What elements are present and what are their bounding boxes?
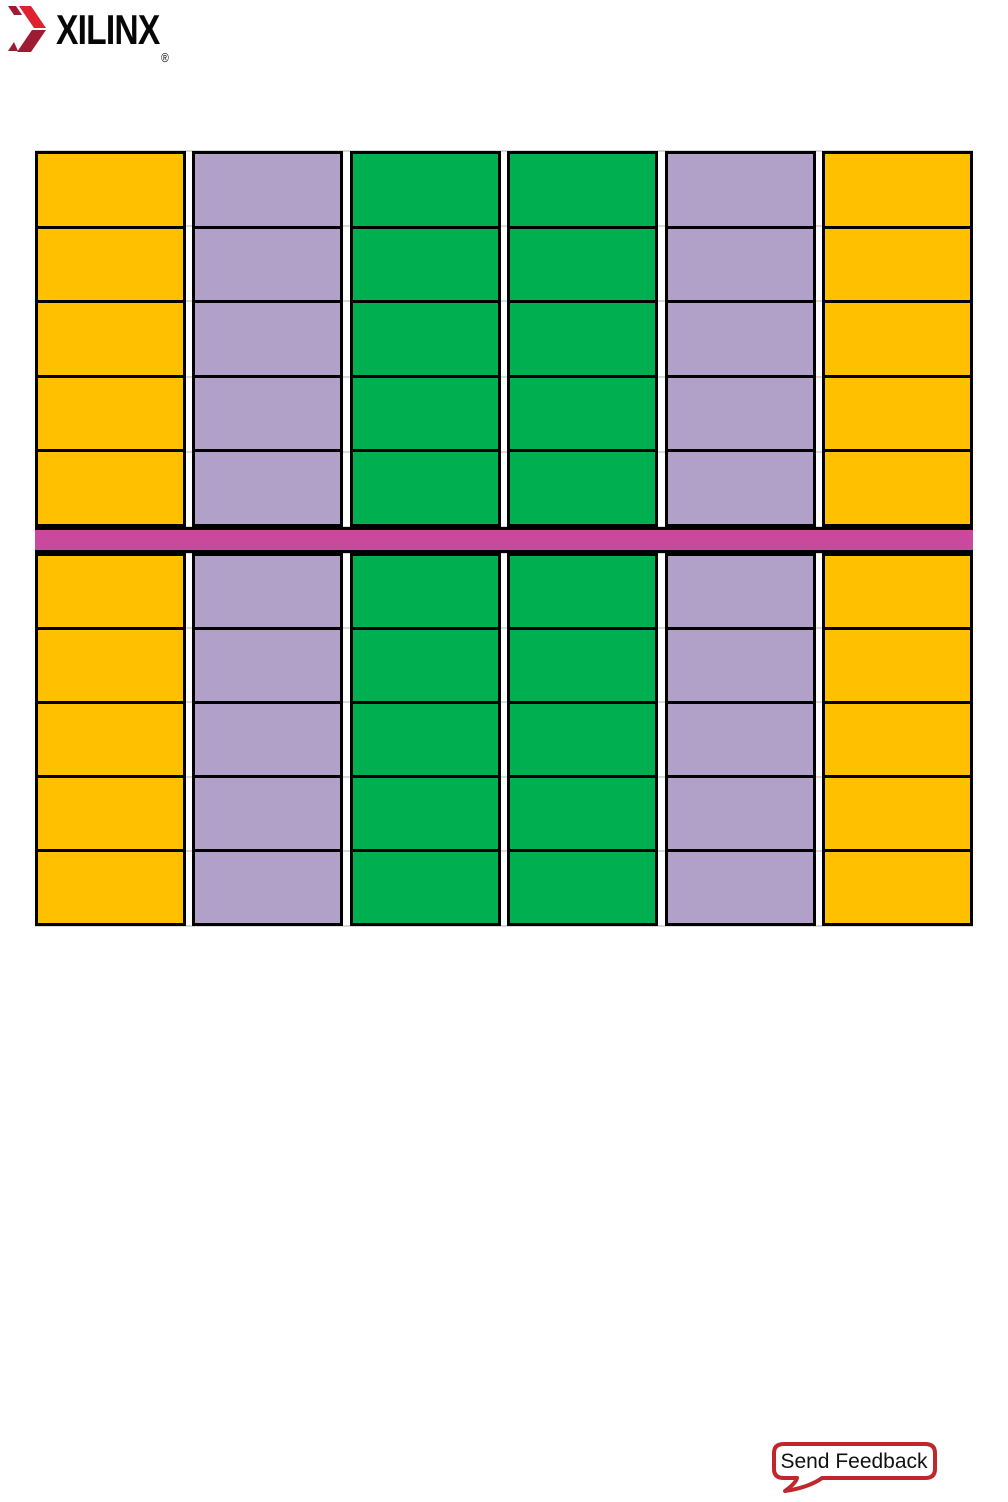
grid-cell xyxy=(664,849,816,926)
grid-column-purple xyxy=(664,151,816,527)
row-guide-line xyxy=(35,225,973,228)
grid-cell xyxy=(664,225,816,304)
logo-brand-text: XILINX xyxy=(56,6,160,53)
grid-column-yellow xyxy=(821,151,973,527)
grid-cell xyxy=(507,449,659,527)
grid-cell xyxy=(35,553,186,630)
grid-column-green xyxy=(507,151,659,527)
grid-cell xyxy=(349,449,501,527)
grid-cell xyxy=(821,300,973,378)
grid-cell xyxy=(349,300,501,378)
row-guide-line xyxy=(35,300,973,303)
logo-wordmark: XILINX® xyxy=(56,6,169,65)
grid-cell xyxy=(35,151,186,229)
grid-cell xyxy=(35,627,186,704)
grid-column-purple xyxy=(664,553,816,926)
row-guide-line xyxy=(35,150,973,152)
grid-cell xyxy=(35,775,186,852)
grid-cell xyxy=(664,151,816,229)
grid-cell xyxy=(349,849,501,926)
grid-cell xyxy=(35,449,186,527)
grid-cell xyxy=(35,849,186,926)
grid-cell xyxy=(507,627,659,704)
grid-cell xyxy=(507,225,659,304)
grid-column-yellow xyxy=(821,553,973,926)
clock-region-column-diagram xyxy=(35,150,973,927)
grid-cell xyxy=(192,225,344,304)
grid-cell xyxy=(192,151,344,229)
grid-cell xyxy=(507,849,659,926)
row-guide-line xyxy=(35,552,973,554)
grid-cell xyxy=(192,449,344,527)
grid-cell xyxy=(192,374,344,453)
grid-cell xyxy=(192,849,344,926)
grid-cell xyxy=(349,775,501,852)
grid-cell xyxy=(507,374,659,453)
grid-cell xyxy=(821,701,973,778)
grid-column-purple xyxy=(192,553,344,926)
grid-column-green xyxy=(507,553,659,926)
grid-cell xyxy=(192,701,344,778)
grid-cell xyxy=(821,225,973,304)
registered-trademark-symbol: ® xyxy=(161,50,169,65)
grid-cell xyxy=(349,151,501,229)
grid-column-yellow xyxy=(35,151,186,527)
grid-cell xyxy=(35,701,186,778)
grid-cell xyxy=(349,374,501,453)
grid-cell xyxy=(664,701,816,778)
row-guide-line xyxy=(35,925,973,927)
grid-cell xyxy=(507,151,659,229)
center-horizontal-bar xyxy=(35,527,973,553)
grid-cell xyxy=(821,449,973,527)
feedback-button-label: Send Feedback xyxy=(780,1450,928,1473)
grid-cell xyxy=(507,701,659,778)
row-guide-line xyxy=(35,775,973,778)
grid-cell xyxy=(507,300,659,378)
grid-cell xyxy=(821,553,973,630)
grid-column-green xyxy=(349,151,501,527)
row-guide-line xyxy=(35,375,973,378)
grid-column-purple xyxy=(192,151,344,527)
grid-cell xyxy=(192,627,344,704)
grid-column-green xyxy=(349,553,501,926)
grid-cell xyxy=(821,374,973,453)
grid-cell xyxy=(821,775,973,852)
grid-cell xyxy=(192,775,344,852)
grid-cell xyxy=(192,300,344,378)
grid-cell xyxy=(507,775,659,852)
grid-cell xyxy=(35,225,186,304)
grid-cell xyxy=(664,449,816,527)
grid-cell xyxy=(35,300,186,378)
grid-cell xyxy=(35,374,186,453)
grid-cell xyxy=(664,553,816,630)
grid-upper-half xyxy=(35,151,973,527)
feedback-bubble-outline xyxy=(772,1442,937,1493)
row-guide-line xyxy=(35,626,973,629)
send-feedback-button[interactable]: Send Feedback xyxy=(768,1441,940,1495)
grid-cell xyxy=(192,553,344,630)
grid-lower-half xyxy=(35,553,973,926)
grid-column-yellow xyxy=(35,553,186,926)
grid-cell xyxy=(507,553,659,630)
grid-cell xyxy=(821,849,973,926)
grid-cell xyxy=(664,300,816,378)
grid-cell xyxy=(821,151,973,229)
xilinx-x-icon xyxy=(8,6,46,52)
grid-cell xyxy=(349,553,501,630)
row-guide-line xyxy=(35,701,973,704)
grid-cell xyxy=(821,627,973,704)
grid-cell xyxy=(349,627,501,704)
grid-cell xyxy=(349,701,501,778)
grid-cell xyxy=(664,627,816,704)
xilinx-logo: XILINX® xyxy=(8,6,187,65)
row-guide-line xyxy=(35,850,973,853)
grid-cell xyxy=(349,225,501,304)
grid-cell xyxy=(664,775,816,852)
row-guide-line xyxy=(35,450,973,453)
grid-cell xyxy=(664,374,816,453)
